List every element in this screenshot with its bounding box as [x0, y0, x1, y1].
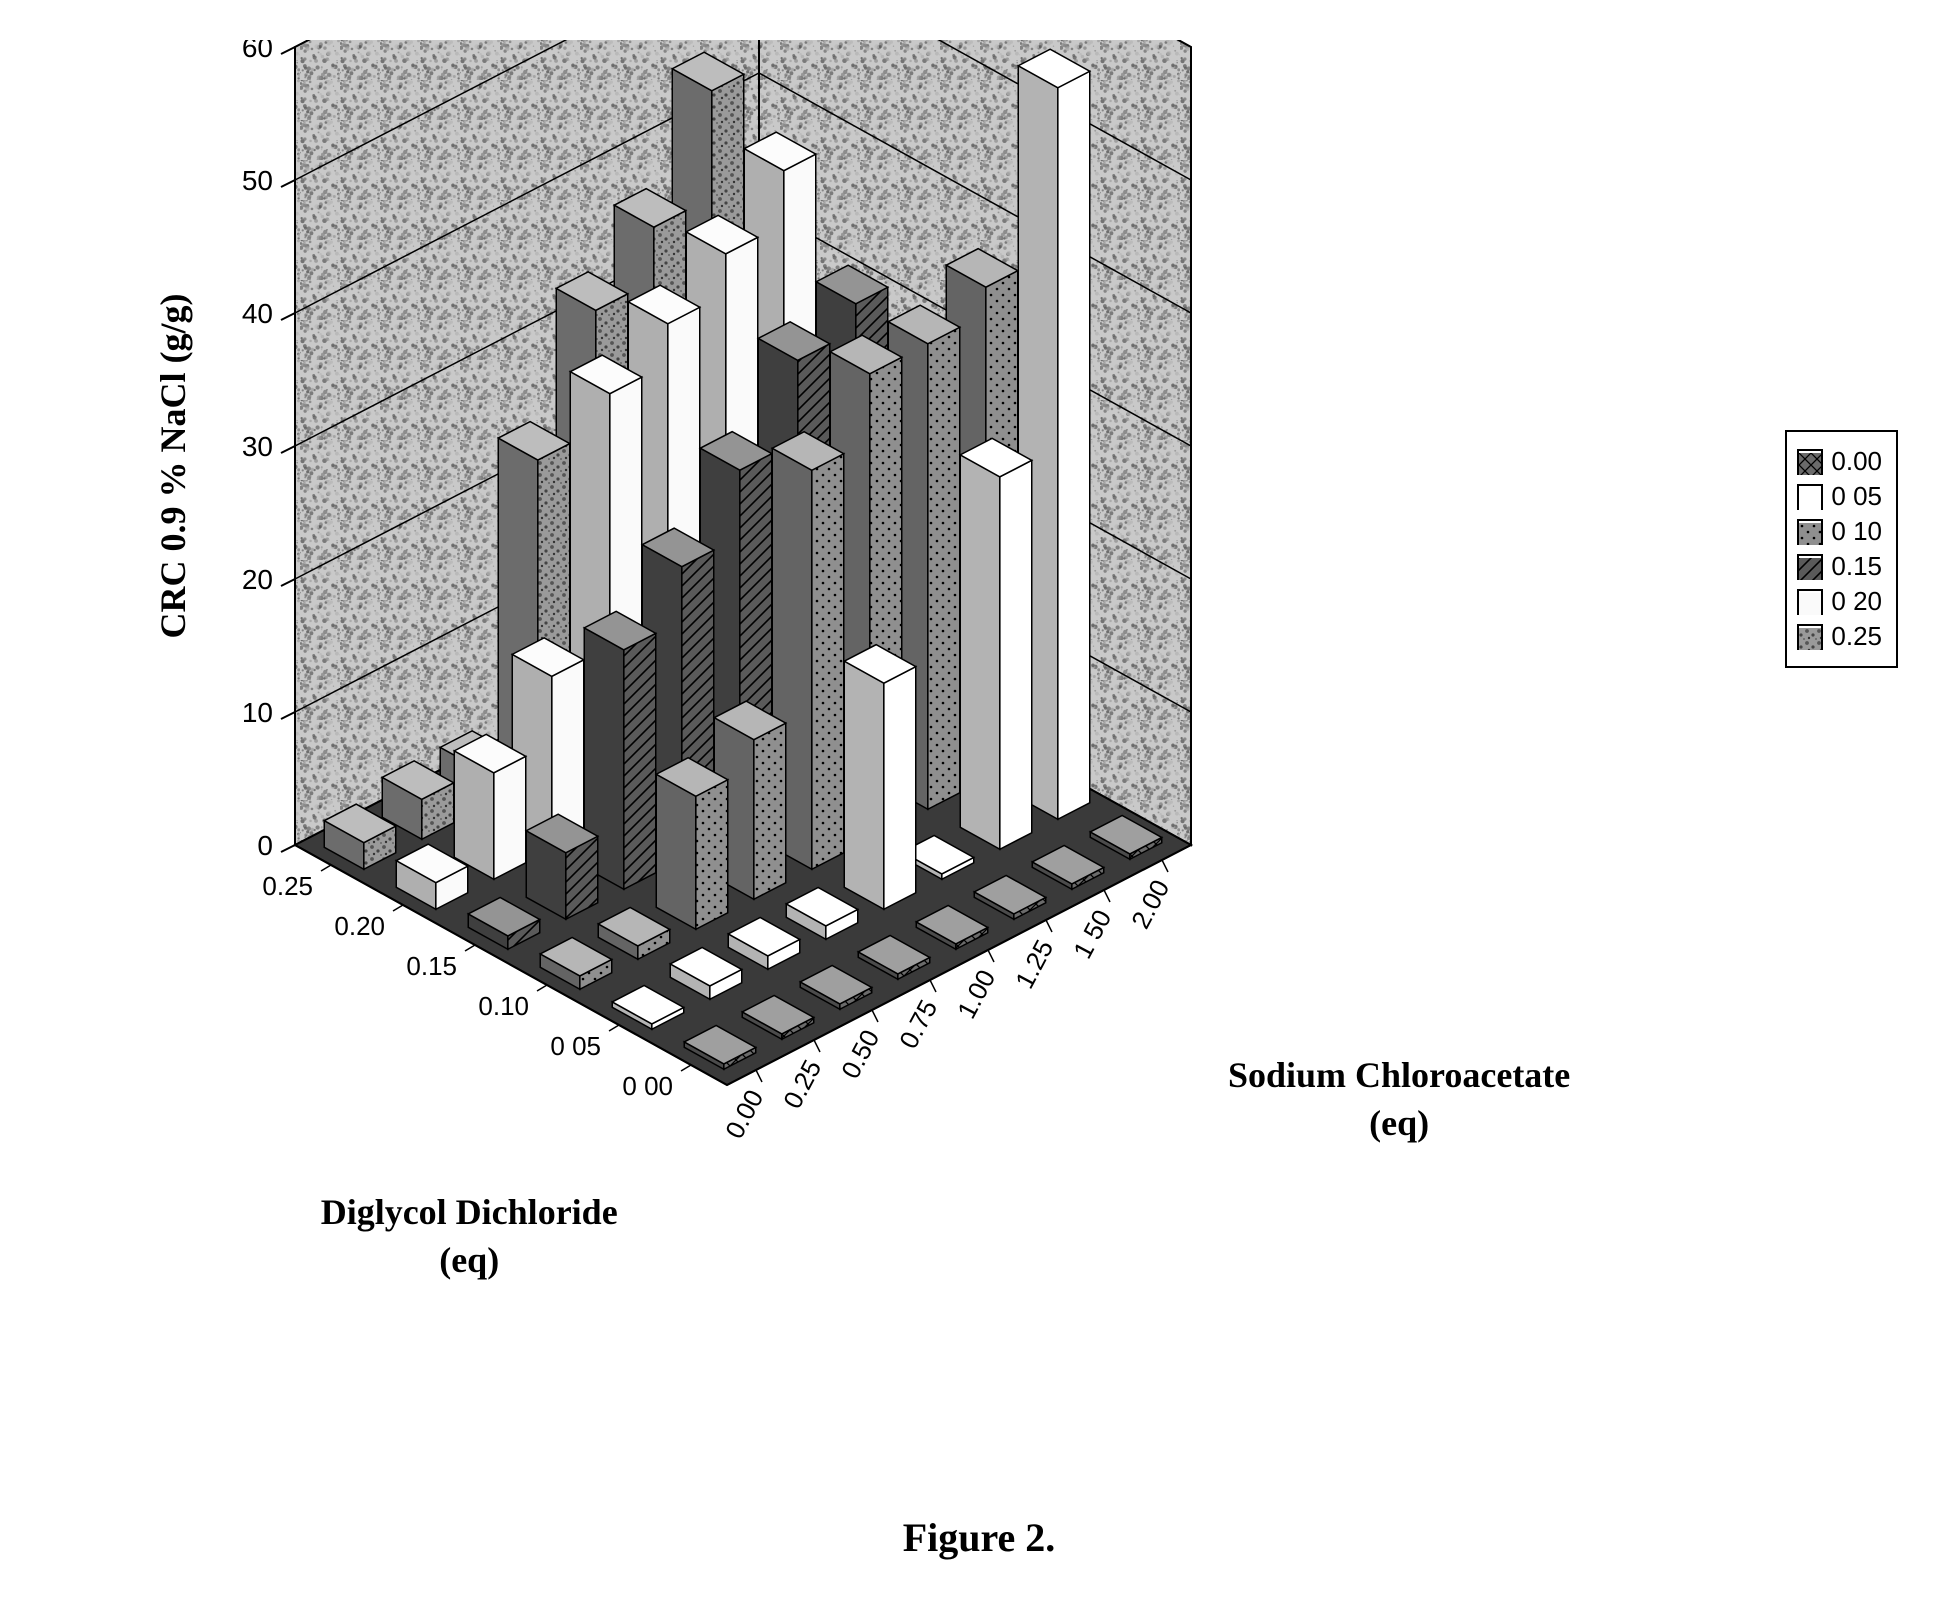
svg-text:(eq): (eq) — [439, 1240, 499, 1280]
legend-swatch — [1797, 589, 1823, 615]
svg-text:Diglycol Dichloride: Diglycol Dichloride — [321, 1192, 618, 1232]
svg-text:0 05: 0 05 — [550, 1031, 601, 1061]
svg-text:20: 20 — [242, 564, 273, 595]
svg-text:2.00: 2.00 — [1125, 875, 1175, 934]
legend-label: 0 10 — [1831, 516, 1882, 547]
legend-item: 0 10 — [1797, 516, 1882, 547]
legend-label: 0.25 — [1831, 621, 1882, 652]
legend-label: 0.15 — [1831, 551, 1882, 582]
svg-text:0.75: 0.75 — [893, 995, 943, 1054]
legend-swatch — [1797, 449, 1823, 475]
legend-swatch — [1797, 624, 1823, 650]
svg-text:0: 0 — [257, 830, 273, 861]
svg-text:CRC 0.9 % NaCl (g/g): CRC 0.9 % NaCl (g/g) — [153, 294, 193, 639]
svg-text:60: 60 — [242, 40, 273, 63]
svg-text:1 50: 1 50 — [1067, 905, 1117, 964]
legend-label: 0 20 — [1831, 586, 1882, 617]
legend-item: 0.25 — [1797, 621, 1882, 652]
svg-text:30: 30 — [242, 431, 273, 462]
svg-text:0 00: 0 00 — [622, 1071, 673, 1101]
svg-text:Sodium Chloroacetate: Sodium Chloroacetate — [1228, 1055, 1570, 1095]
svg-text:50: 50 — [242, 165, 273, 196]
legend-label: 0.00 — [1831, 446, 1882, 477]
legend-swatch — [1797, 519, 1823, 545]
legend-swatch — [1797, 484, 1823, 510]
svg-text:0.15: 0.15 — [406, 951, 457, 981]
chart-3d-bar: 0102030405060CRC 0.9 % NaCl (g/g)0.000.2… — [100, 40, 1800, 1340]
svg-text:(eq): (eq) — [1369, 1103, 1429, 1143]
svg-text:0.25: 0.25 — [777, 1055, 827, 1114]
svg-text:40: 40 — [242, 298, 273, 329]
legend-label: 0 05 — [1831, 481, 1882, 512]
svg-text:1.25: 1.25 — [1009, 935, 1059, 994]
legend-item: 0.15 — [1797, 551, 1882, 582]
svg-text:0.00: 0.00 — [719, 1085, 769, 1144]
legend-item: 0.00 — [1797, 446, 1882, 477]
svg-text:10: 10 — [242, 697, 273, 728]
svg-text:1.00: 1.00 — [951, 965, 1001, 1024]
legend: 0.00 0 05 0 10 0.15 0 20 0.25 — [1785, 430, 1898, 668]
legend-swatch — [1797, 554, 1823, 580]
legend-item: 0 05 — [1797, 481, 1882, 512]
figure-caption: Figure 2. — [0, 1514, 1958, 1561]
svg-text:0.50: 0.50 — [835, 1025, 885, 1084]
svg-text:0.10: 0.10 — [478, 991, 529, 1021]
svg-text:0.25: 0.25 — [262, 871, 313, 901]
svg-text:0.20: 0.20 — [334, 911, 385, 941]
legend-item: 0 20 — [1797, 586, 1882, 617]
